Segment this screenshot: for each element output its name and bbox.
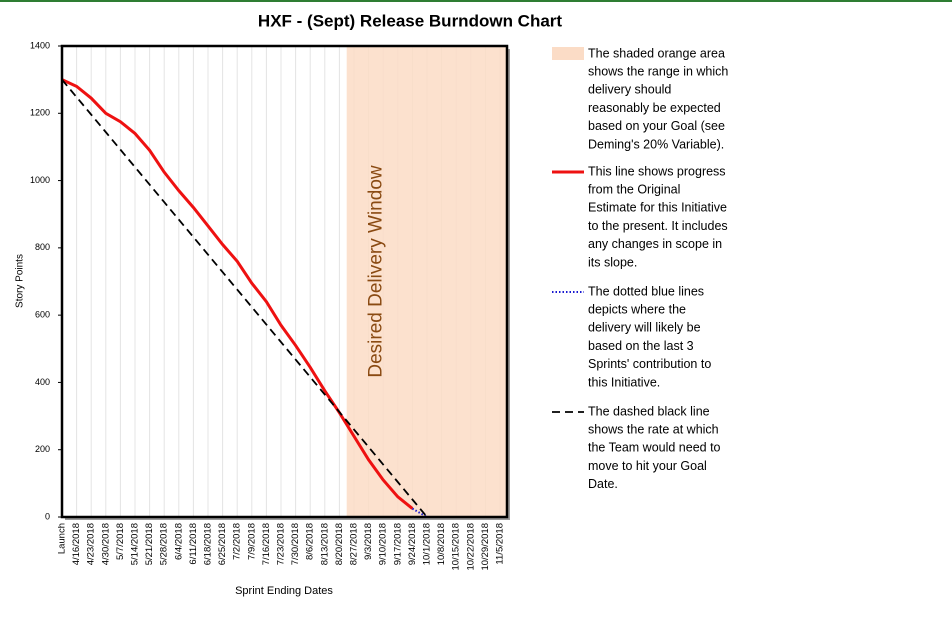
legend-swatch	[552, 47, 584, 60]
legend-text: the Team would need to	[588, 441, 721, 455]
x-tick-label: 7/9/2018	[246, 523, 257, 560]
x-tick-label: 9/24/2018	[407, 523, 418, 565]
y-tick-label: 200	[35, 444, 50, 454]
x-tick-label: 4/16/2018	[71, 523, 82, 565]
x-tick-label: 6/4/2018	[173, 523, 184, 560]
x-tick-label: 9/3/2018	[363, 523, 374, 560]
x-tick-label: 11/5/2018	[495, 523, 506, 565]
legend-text: The shaded orange area	[588, 46, 725, 60]
y-tick-label: 1400	[30, 40, 50, 50]
shaded-area-label: Desired Delivery Window	[366, 165, 387, 378]
x-tick-label: 5/21/2018	[144, 523, 155, 565]
x-tick-label: 8/20/2018	[334, 523, 345, 565]
series-line	[61, 79, 428, 518]
series-line	[61, 78, 414, 510]
x-axis-label: Sprint Ending Dates	[235, 585, 333, 597]
x-tick-label: 5/28/2018	[159, 523, 170, 565]
x-tick-label: 5/14/2018	[130, 523, 141, 565]
x-tick-label: 6/11/2018	[188, 523, 199, 565]
x-tick-label: 10/22/2018	[465, 523, 476, 571]
x-tick-label: 10/8/2018	[436, 523, 447, 565]
x-tick-label: 5/7/2018	[115, 523, 126, 560]
x-tick-label: 4/23/2018	[86, 523, 97, 565]
x-tick-label: 10/15/2018	[451, 523, 462, 571]
legend-text: Deming's 20% Variable).	[588, 137, 724, 151]
chart-title: HXF - (Sept) Release Burndown Chart	[258, 11, 562, 30]
legend-text: this Initiative.	[588, 375, 660, 389]
y-tick-label: 600	[35, 310, 50, 320]
y-tick-label: 1000	[30, 175, 50, 185]
legend-text: move to hit your Goal	[588, 459, 707, 473]
legend-text: The dashed black line	[588, 404, 710, 418]
x-tick-label: 7/2/2018	[232, 523, 243, 560]
legend-text: based on your Goal (see	[588, 119, 725, 133]
legend-text: to the present. It includes	[588, 219, 728, 233]
legend-text: shows the range in which	[588, 64, 728, 78]
x-tick-label: 8/13/2018	[319, 523, 330, 565]
legend-text: Estimate for this Initiative	[588, 201, 727, 215]
x-tick-label: 8/27/2018	[349, 523, 360, 565]
x-tick-label: 7/30/2018	[290, 523, 301, 565]
legend-text: depicts where the	[588, 302, 686, 316]
plot-border	[60, 44, 509, 519]
legend-text: shows the rate at which	[588, 422, 719, 436]
legend-text: Sprints' contribution to	[588, 357, 711, 371]
x-tick-label: 10/29/2018	[480, 523, 491, 571]
legend-text: reasonably be expected	[588, 101, 721, 115]
legend-text: delivery should	[588, 83, 671, 97]
shaded-area	[346, 46, 507, 517]
y-tick-label: 1200	[30, 108, 50, 118]
legend-text: from the Original	[588, 182, 680, 196]
legend-text: delivery will likely be	[588, 321, 701, 335]
x-tick-label: Launch	[57, 523, 68, 554]
legend-text: Date.	[588, 477, 618, 491]
legend-text: its slope.	[588, 255, 637, 269]
x-tick-label: 7/16/2018	[261, 523, 272, 565]
y-axis-label: Story Points	[15, 254, 26, 308]
y-tick-label: 0	[45, 511, 50, 521]
x-tick-label: 10/1/2018	[422, 523, 433, 565]
series-line	[411, 507, 428, 518]
x-tick-label: 9/10/2018	[378, 523, 389, 565]
y-tick-label: 400	[35, 377, 50, 387]
x-tick-label: 6/18/2018	[203, 523, 214, 565]
x-tick-label: 7/23/2018	[276, 523, 287, 565]
legend-text: This line shows progress	[588, 164, 726, 178]
y-tick-label: 800	[35, 242, 50, 252]
legend-text: based on the last 3	[588, 339, 694, 353]
x-tick-label: 9/17/2018	[392, 523, 403, 565]
legend-text: any changes in scope in	[588, 237, 722, 251]
x-tick-label: 4/30/2018	[100, 523, 111, 565]
legend-text: The dotted blue lines	[588, 284, 704, 298]
x-tick-label: 6/25/2018	[217, 523, 228, 565]
x-tick-label: 8/6/2018	[305, 523, 316, 560]
